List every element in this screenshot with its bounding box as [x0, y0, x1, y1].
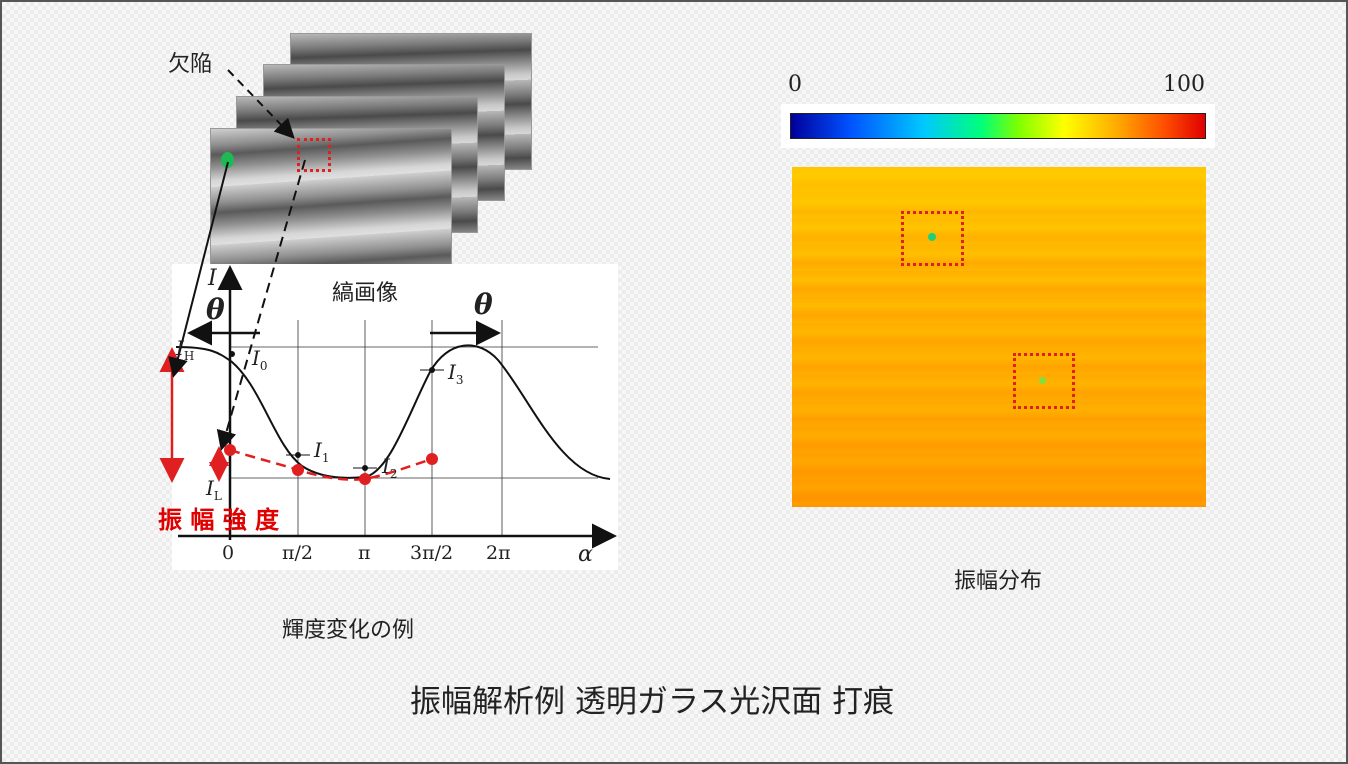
level-high-label: IH	[176, 336, 194, 363]
fringe-image-label: 縞画像	[332, 281, 399, 306]
amplitude-defect-box-1	[901, 211, 964, 266]
x-tick-3pi-half: 3π/2	[410, 542, 454, 564]
point-label-i3: I3	[448, 360, 464, 387]
colorbar-max-label: 100	[1163, 72, 1205, 97]
amplitude-map	[792, 167, 1206, 507]
fringe-image-1	[210, 128, 452, 265]
point-label-i3-sub: 3	[455, 373, 464, 387]
point-label-i3-main: I	[448, 360, 456, 384]
x-axis-label: α	[578, 542, 593, 567]
point-label-i2-sub: 2	[389, 467, 398, 481]
level-low-sub: L	[213, 489, 222, 503]
amplitude-defect-box-2	[1013, 353, 1075, 409]
theta-label-right: θ	[474, 288, 493, 321]
point-label-i0-sub: 0	[259, 359, 268, 373]
defect-label: 欠陥	[168, 52, 213, 77]
level-low-label: IL	[206, 476, 222, 503]
theta-label-left: θ	[206, 293, 225, 326]
x-tick-0: 0	[222, 542, 235, 564]
amplitude-distribution-label: 振幅分布	[954, 569, 1043, 594]
point-label-i1: I1	[314, 438, 330, 465]
point-label-i2: I2	[382, 454, 398, 481]
x-tick-2pi: 2π	[486, 542, 511, 564]
point-label-i2-main: I	[382, 454, 390, 478]
defect-point-0	[224, 444, 236, 456]
level-low-main: I	[206, 476, 214, 500]
point-label-i0-main: I	[252, 346, 260, 370]
y-axis-label: I	[208, 266, 217, 291]
figure-caption: 振幅解析例 透明ガラス光沢面 打痕	[410, 684, 895, 720]
defect-marker-box	[297, 138, 331, 172]
level-high-main: I	[176, 336, 184, 360]
connector-defect-to-plot	[216, 159, 306, 451]
point-i0	[229, 351, 235, 357]
intensity-plot	[172, 264, 618, 570]
amplitude-intensity-label: 振 幅 強 度	[158, 506, 280, 534]
point-label-i1-main: I	[314, 438, 322, 462]
defect-point-2	[359, 473, 371, 485]
defect-curve	[229, 448, 433, 481]
intensity-example-label: 輝度変化の例	[282, 618, 415, 643]
defect-point-1	[292, 464, 304, 476]
level-high-sub: H	[183, 349, 195, 363]
amplitude-defect-spot-2	[1039, 377, 1046, 384]
x-tick-pi-half: π/2	[282, 542, 313, 564]
x-tick-pi: π	[358, 542, 371, 564]
point-label-i0: I0	[252, 346, 268, 373]
amplitude-defect-spot-1	[928, 233, 936, 241]
defect-point-3	[426, 453, 438, 465]
point-label-i1-sub: 1	[321, 451, 330, 465]
colorbar	[790, 113, 1206, 139]
sample-point-marker	[221, 152, 234, 168]
colorbar-min-label: 0	[788, 72, 802, 97]
intensity-curve	[175, 344, 611, 480]
connector-label-to-defect	[227, 69, 295, 139]
connector-green-to-amplitude	[168, 161, 229, 378]
